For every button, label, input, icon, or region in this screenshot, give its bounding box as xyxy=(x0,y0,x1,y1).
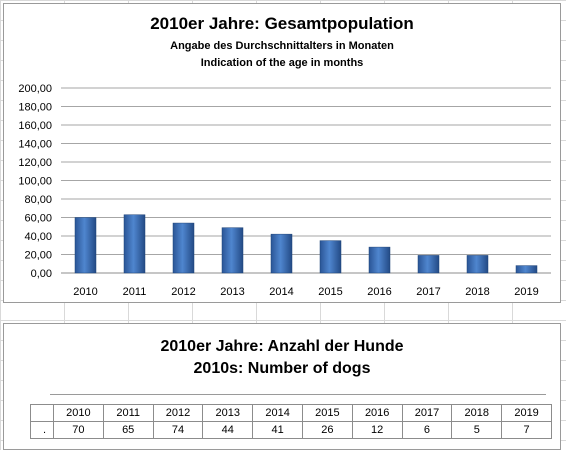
y-tick-label: 20,00 xyxy=(24,250,52,262)
y-tick-label: 180,00 xyxy=(18,102,52,114)
x-tick-label: 2011 xyxy=(123,286,147,298)
chart-title: 2010er Jahre: Gesamtpopulation xyxy=(150,14,414,33)
x-tick-label: 2017 xyxy=(416,286,440,298)
y-tick-label: 200,00 xyxy=(18,83,52,95)
dog-count-panel: 2010er Jahre: Anzahl der Hunde 2010s: Nu… xyxy=(3,323,561,450)
x-tick-label: 2013 xyxy=(220,286,244,298)
table-count-2010: 70 xyxy=(53,421,104,439)
y-tick-label: 80,00 xyxy=(24,194,52,206)
x-tick-label: 2019 xyxy=(514,286,538,298)
y-tick-label: 60,00 xyxy=(24,213,52,225)
bar-2016 xyxy=(368,246,391,274)
y-tick-label: 160,00 xyxy=(18,120,52,132)
table-divider xyxy=(50,394,546,395)
x-tick-label: 2012 xyxy=(171,286,195,298)
bar-2015 xyxy=(319,240,342,274)
table-row-label: . xyxy=(30,421,54,439)
bar-2013 xyxy=(221,227,244,274)
table-year-2012: 2012 xyxy=(152,404,204,422)
bar-2018 xyxy=(466,255,489,274)
table-title: 2010er Jahre: Anzahl der Hunde xyxy=(160,338,404,355)
table-value-row: . 70 65 74 44 41 26 12 6 5 7 xyxy=(30,421,552,439)
table-year-2011: 2011 xyxy=(102,404,154,422)
bar-2017 xyxy=(417,255,440,274)
table-year-2013: 2013 xyxy=(202,404,254,422)
chart-subtitle-english: Indication of the age in months xyxy=(200,57,364,69)
table-count-2018: 5 xyxy=(451,421,503,439)
y-tick-label: 100,00 xyxy=(18,176,52,188)
table-year-2017: 2017 xyxy=(401,404,453,422)
x-tick-label: 2018 xyxy=(465,286,489,298)
table-count-2013: 44 xyxy=(202,421,254,439)
table-count-2011: 65 xyxy=(102,421,154,439)
table-year-2014: 2014 xyxy=(252,404,303,422)
table-count-2015: 26 xyxy=(301,421,353,439)
age-bar-chart: 0,00 20,00 40,00 60,00 80,00 100,00 120,00 140,… xyxy=(18,83,551,298)
table-count-2016: 12 xyxy=(351,421,403,439)
age-chart-panel: 2010er Jahre: Gesamtpopulation Angabe de… xyxy=(3,3,561,303)
table-year-2015: 2015 xyxy=(301,404,353,422)
table-year-2019: 2019 xyxy=(501,404,552,422)
x-tick-label: 2014 xyxy=(269,286,293,298)
x-tick-label: 2015 xyxy=(318,286,342,298)
bar-2014 xyxy=(270,233,293,274)
table-year-2010: 2010 xyxy=(53,404,104,422)
y-tick-label: 140,00 xyxy=(18,139,52,151)
table-subtitle: 2010s: Number of dogs xyxy=(193,360,371,377)
table-count-2014: 41 xyxy=(252,421,303,439)
dog-count-table: 2010 2011 2012 2013 2014 2015 2016 2017 2018 2019… xyxy=(30,404,552,439)
y-tick-label: 40,00 xyxy=(24,231,52,243)
x-tick-label: 2016 xyxy=(367,286,391,298)
table-count-2019: 7 xyxy=(501,421,552,439)
table-header-row: 2010 2011 2012 2013 2014 2015 2016 2017 2018 2019 xyxy=(30,404,552,422)
table-count-2017: 6 xyxy=(401,421,453,439)
table-count-2012: 74 xyxy=(152,421,204,439)
table-year-2016: 2016 xyxy=(351,404,403,422)
chart-subtitle: Angabe des Durchschnittalters in Monaten xyxy=(170,40,394,52)
y-tick-label: 120,00 xyxy=(18,157,52,169)
bar-2011 xyxy=(123,214,146,274)
table-year-2018: 2018 xyxy=(451,404,503,422)
y-tick-label: 0,00 xyxy=(31,268,52,280)
x-tick-label: 2010 xyxy=(73,286,97,298)
table-corner-cell xyxy=(30,404,54,422)
bar-2019 xyxy=(515,265,538,274)
bar-2012 xyxy=(172,222,195,274)
bar-2010 xyxy=(74,217,97,274)
